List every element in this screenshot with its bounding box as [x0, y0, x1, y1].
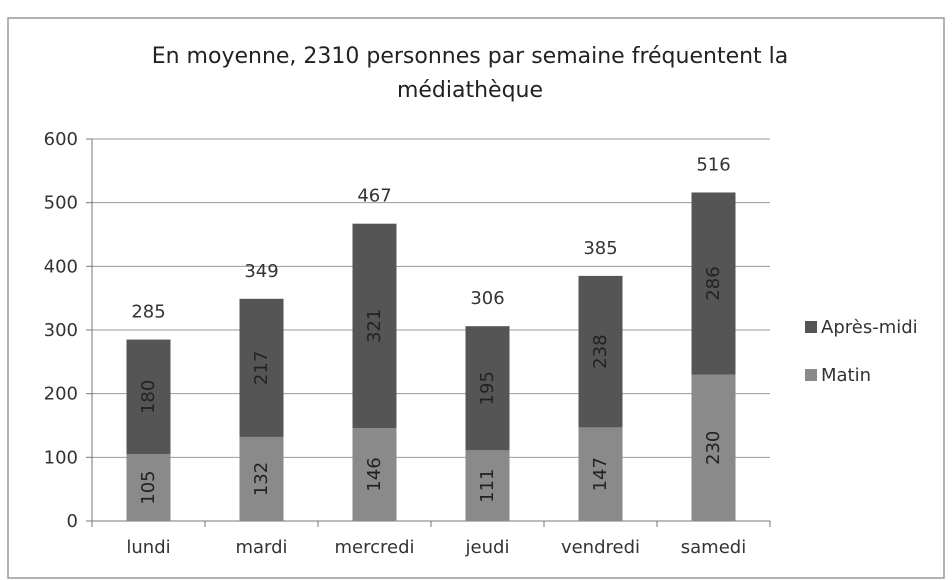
total-label: 385: [583, 238, 617, 259]
y-tick-label: 300: [44, 320, 78, 341]
bar-segment: [691, 192, 736, 375]
bar-segment: [578, 275, 623, 428]
bar-segment: [465, 326, 510, 451]
chart-title: En moyenne, 2310 personnes par semaine f…: [151, 44, 789, 103]
segment-label: 195: [477, 371, 498, 405]
segment-label: 146: [364, 457, 385, 491]
y-tick-label: 100: [44, 447, 78, 468]
total-label: 285: [131, 302, 165, 323]
segment-label: 238: [590, 334, 611, 368]
y-tick-label: 400: [44, 256, 78, 277]
y-tick-label: 200: [44, 384, 78, 405]
bar-segment: [578, 427, 623, 521]
x-tick-label: vendredi: [561, 537, 640, 558]
bar-segment: [126, 339, 171, 455]
segment-label: 111: [477, 468, 498, 502]
bar-segment: [239, 436, 284, 521]
segment-label: 132: [251, 462, 272, 496]
bar-segment: [691, 374, 736, 521]
y-tick-label: 0: [67, 511, 78, 532]
y-tick-label: 600: [44, 129, 78, 150]
x-tick-label: samedi: [681, 537, 746, 558]
segment-label: 217: [251, 351, 272, 385]
legend-swatch: [805, 369, 817, 381]
bar-segment: [239, 298, 284, 437]
segment-label: 180: [138, 380, 159, 414]
x-tick-label: lundi: [126, 537, 170, 558]
y-tick-label: 500: [44, 193, 78, 214]
segment-label: 321: [364, 309, 385, 343]
segment-label: 147: [590, 457, 611, 491]
total-label: 349: [244, 261, 278, 282]
legend-swatch: [805, 321, 817, 333]
segment-label: 230: [703, 431, 724, 465]
bar-segment: [352, 428, 397, 521]
bar-segment: [126, 454, 171, 521]
total-label: 306: [470, 288, 504, 309]
total-label: 516: [696, 154, 730, 175]
segment-label: 105: [138, 470, 159, 504]
x-tick-label: mardi: [235, 537, 287, 558]
x-tick-label: jeudi: [465, 537, 510, 558]
bar-segment: [352, 223, 397, 429]
total-label: 467: [357, 186, 391, 207]
legend-label: Matin: [821, 365, 871, 386]
x-tick-label: mercredi: [334, 537, 414, 558]
legend-label: Après-midi: [821, 317, 918, 338]
bar-segment: [465, 450, 510, 521]
segment-label: 286: [703, 266, 724, 300]
